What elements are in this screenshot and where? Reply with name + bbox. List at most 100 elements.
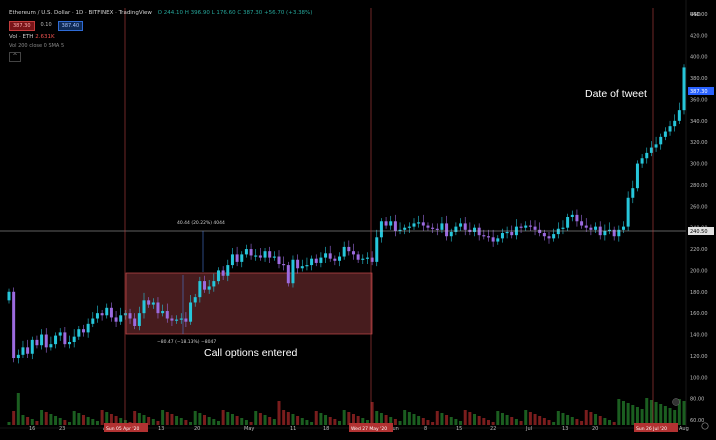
call-options-box xyxy=(125,272,373,335)
candle-body xyxy=(207,286,211,290)
price-axis[interactable]: 440.00 420.00 400.00 380.00 360.00 340.00 320.… xyxy=(690,12,708,424)
symbol-title[interactable]: Ethereum / U.S. Dollar · 1D · BITFINEX ·… xyxy=(9,10,152,16)
candle-body xyxy=(123,313,127,316)
candle-body xyxy=(566,217,570,228)
candle-body xyxy=(533,226,537,230)
candle-body xyxy=(589,227,593,230)
candle-body xyxy=(538,229,542,234)
candle-body xyxy=(189,302,193,322)
candle-body xyxy=(151,302,155,305)
candle-body xyxy=(230,254,234,266)
volume-bar xyxy=(338,421,342,425)
spread-value: 0.10 xyxy=(40,22,52,28)
volume-bar xyxy=(54,416,58,425)
volume-bar xyxy=(91,419,95,425)
volume-bar xyxy=(500,413,504,425)
volume-bar xyxy=(375,411,379,425)
volume-bar xyxy=(426,420,430,425)
candle-body xyxy=(547,236,551,239)
candle-body xyxy=(584,225,588,228)
volume-bar xyxy=(216,421,220,425)
volume-bar xyxy=(207,417,211,425)
candle-body xyxy=(314,258,318,263)
volume-bar xyxy=(249,422,253,425)
time-tick: May xyxy=(244,426,254,432)
candle-body xyxy=(30,339,34,354)
volume-bar xyxy=(16,393,20,425)
candle-body xyxy=(310,258,314,266)
volume-bar xyxy=(356,416,360,425)
time-tick: 20 xyxy=(194,426,200,432)
candlesticks xyxy=(7,64,686,364)
candle-body xyxy=(268,251,272,258)
price-tick: 120.00 xyxy=(690,354,708,360)
volume-bar xyxy=(230,414,234,425)
candle-body xyxy=(305,265,309,267)
annotation-tweet: Date of tweet xyxy=(585,88,647,100)
volume-bar xyxy=(212,419,216,425)
volume-bar xyxy=(468,412,472,425)
candle-body xyxy=(249,249,253,256)
price-tick: 440.00 xyxy=(690,12,708,18)
volume-bar xyxy=(626,403,630,425)
candle-body xyxy=(68,342,72,345)
volume-bar xyxy=(100,410,104,425)
collapse-legend-button[interactable]: ^ xyxy=(9,52,21,62)
volume-bar xyxy=(496,411,500,425)
volume-bar xyxy=(482,418,486,425)
candle-body xyxy=(649,147,653,153)
volume-bar xyxy=(440,413,444,425)
candle-body xyxy=(640,158,644,164)
price-tick: 140.00 xyxy=(690,333,708,339)
volume-bar xyxy=(254,411,258,425)
volume-bar xyxy=(584,410,588,425)
candle-body xyxy=(594,226,598,230)
candle-body xyxy=(137,313,141,326)
date-tag-may: Wed 27 May '20 xyxy=(349,423,393,432)
volume-bar xyxy=(389,417,393,425)
candle-body xyxy=(379,221,383,238)
volume-bar xyxy=(105,412,109,425)
volume-bar xyxy=(552,422,556,425)
volume-bar xyxy=(77,413,81,425)
candle-body xyxy=(440,223,444,230)
candle-body xyxy=(40,334,44,346)
volume-bar xyxy=(109,414,113,425)
candle-body xyxy=(319,257,323,263)
currency-label: USD xyxy=(690,12,701,18)
candle-body xyxy=(673,120,677,127)
volume-bar xyxy=(123,420,127,425)
volume-bar xyxy=(524,410,528,425)
volume-bar xyxy=(621,401,625,425)
candle-body xyxy=(552,234,556,239)
time-axis[interactable]: 1623Apr1320May1118Jun81522Jul1320Aug xyxy=(29,426,689,432)
candle-body xyxy=(608,229,612,232)
candle-body xyxy=(179,318,183,320)
sell-button[interactable]: 387.30 xyxy=(9,21,35,31)
buy-button[interactable]: 387.40 xyxy=(57,21,84,31)
volume-bar xyxy=(40,410,44,425)
candle-body xyxy=(226,265,230,276)
chart-settings-button[interactable] xyxy=(701,422,709,430)
volume-bar xyxy=(179,418,183,425)
screenshot-icon[interactable] xyxy=(672,398,680,406)
candle-body xyxy=(286,265,290,284)
volume-bar xyxy=(314,411,318,425)
candle-body xyxy=(682,67,686,111)
time-tick: 20 xyxy=(592,426,598,432)
volume-bar xyxy=(137,413,141,425)
volume-bar xyxy=(235,416,239,425)
time-tick: 16 xyxy=(29,426,35,432)
trade-buttons: 387.30 0.10 387.40 xyxy=(9,21,84,31)
candle-body xyxy=(240,254,244,262)
volume-bar xyxy=(156,421,160,425)
volume-bar xyxy=(631,405,635,425)
volume-bar xyxy=(435,411,439,425)
volume-bar xyxy=(58,418,62,425)
volume-bar xyxy=(21,415,25,425)
svg-text:387.30: 387.30 xyxy=(690,89,708,95)
candle-body xyxy=(459,223,463,227)
time-tick: 11 xyxy=(290,426,296,432)
volume-bar xyxy=(12,411,16,425)
